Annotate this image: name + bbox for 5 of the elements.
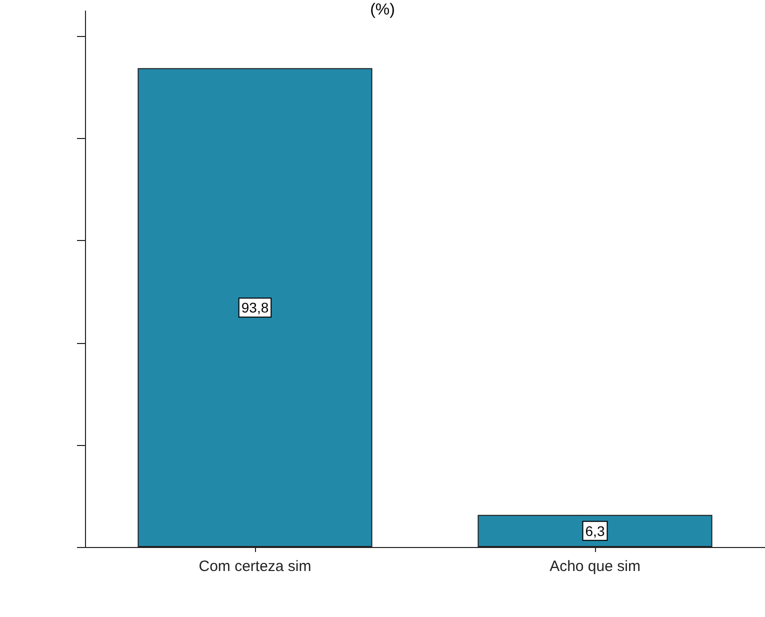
data-label: 93,8 (241, 300, 269, 316)
x-tick-label: Com certeza sim (198, 558, 312, 575)
chart-title: (%) (370, 2, 395, 18)
data-label: 6,3 (585, 522, 605, 539)
x-tick-label: Acho que sim (550, 558, 640, 575)
